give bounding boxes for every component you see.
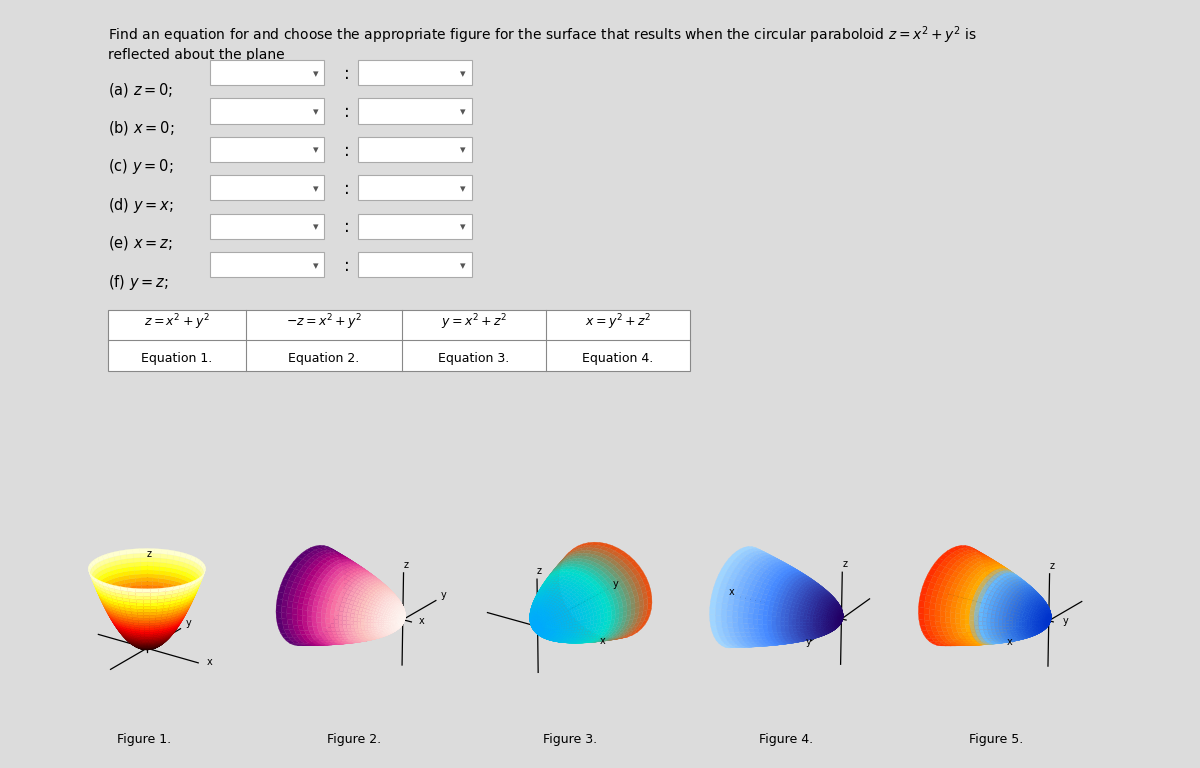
Text: $y = x^2 + z^2$: $y = x^2 + z^2$ (440, 313, 508, 333)
Text: :: : (344, 257, 349, 275)
Text: $z = x^2 + y^2$: $z = x^2 + y^2$ (144, 313, 210, 333)
Text: ▾: ▾ (461, 222, 466, 233)
Text: ▾: ▾ (313, 107, 318, 118)
Text: Equation 3.: Equation 3. (438, 352, 510, 365)
Text: :: : (344, 180, 349, 198)
Text: Equation 4.: Equation 4. (582, 352, 654, 365)
FancyBboxPatch shape (210, 252, 324, 277)
Text: (a) $z = 0$;: (a) $z = 0$; (108, 81, 173, 98)
Text: (c) $y = 0$;: (c) $y = 0$; (108, 157, 173, 177)
FancyBboxPatch shape (210, 60, 324, 85)
Text: ▾: ▾ (313, 184, 318, 194)
FancyBboxPatch shape (210, 98, 324, 124)
Text: reflected about the plane: reflected about the plane (108, 48, 284, 61)
FancyBboxPatch shape (358, 175, 472, 200)
Text: $-z = x^2 + y^2$: $-z = x^2 + y^2$ (286, 313, 362, 333)
Text: (e) $x = z$;: (e) $x = z$; (108, 234, 173, 252)
FancyBboxPatch shape (210, 175, 324, 200)
Text: Figure 4.: Figure 4. (758, 733, 814, 746)
Text: ▾: ▾ (461, 260, 466, 271)
FancyBboxPatch shape (358, 252, 472, 277)
Text: (f) $y = z$;: (f) $y = z$; (108, 273, 169, 292)
Text: (b) $x = 0$;: (b) $x = 0$; (108, 119, 174, 137)
Text: Find an equation for and choose the appropriate figure for the surface that resu: Find an equation for and choose the appr… (108, 25, 977, 46)
Text: ▾: ▾ (461, 107, 466, 118)
Text: :: : (344, 141, 349, 160)
Text: ▾: ▾ (313, 222, 318, 233)
Text: (d) $y = x$;: (d) $y = x$; (108, 196, 174, 215)
FancyBboxPatch shape (210, 214, 324, 239)
Text: Figure 3.: Figure 3. (542, 733, 598, 746)
FancyBboxPatch shape (358, 60, 472, 85)
Text: Figure 5.: Figure 5. (968, 733, 1024, 746)
Text: ▾: ▾ (461, 68, 466, 79)
Text: ▾: ▾ (313, 260, 318, 271)
Bar (108, 310, 690, 371)
FancyBboxPatch shape (358, 214, 472, 239)
Text: ▾: ▾ (313, 145, 318, 156)
Text: :: : (344, 103, 349, 121)
Text: Figure 1.: Figure 1. (116, 733, 172, 746)
Text: Figure 2.: Figure 2. (326, 733, 382, 746)
Text: Equation 2.: Equation 2. (288, 352, 360, 365)
FancyBboxPatch shape (358, 137, 472, 162)
Text: ▾: ▾ (461, 184, 466, 194)
FancyBboxPatch shape (358, 98, 472, 124)
FancyBboxPatch shape (210, 137, 324, 162)
Text: ▾: ▾ (461, 145, 466, 156)
Text: :: : (344, 218, 349, 237)
Text: :: : (344, 65, 349, 83)
Text: ▾: ▾ (313, 68, 318, 79)
Text: Equation 1.: Equation 1. (142, 352, 212, 365)
Text: $x = y^2 + z^2$: $x = y^2 + z^2$ (584, 313, 652, 333)
